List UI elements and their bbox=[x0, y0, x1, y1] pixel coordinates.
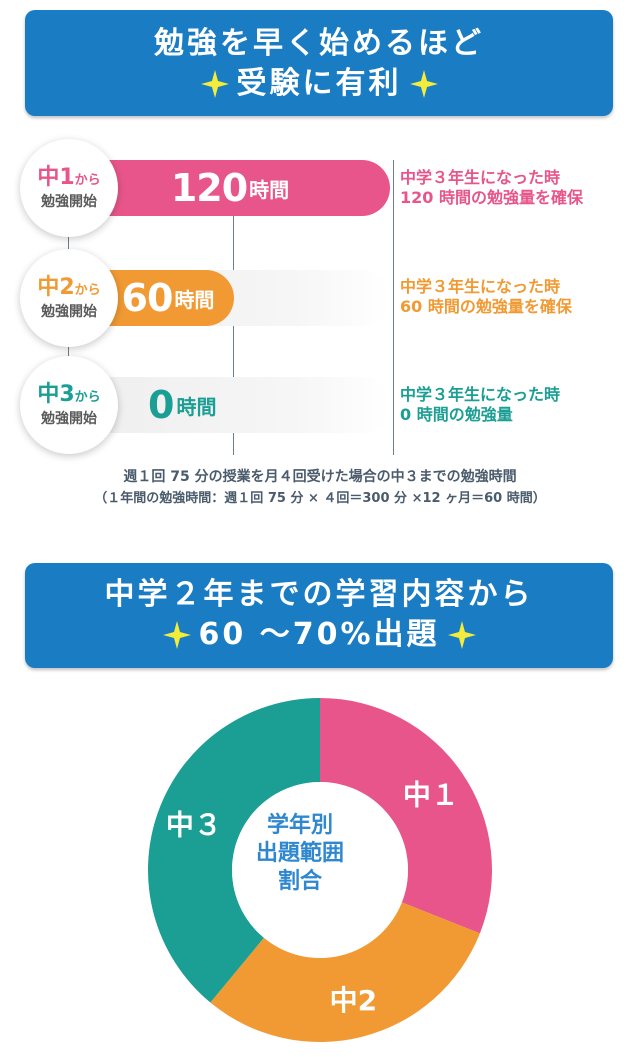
headline-banner: 勉強を早く始めるほど 受験に有利 bbox=[25, 10, 613, 116]
grade-start: 勉強開始 bbox=[41, 193, 97, 210]
bar-row2: 60 時間 bbox=[70, 270, 234, 326]
grade-start: 勉強開始 bbox=[41, 303, 97, 320]
sparkle-icon bbox=[162, 621, 191, 649]
grade-suffix: から bbox=[74, 389, 101, 405]
donut-slice-label: 中2 bbox=[330, 984, 377, 1017]
grade-circle-1: 中1から 勉強開始 bbox=[20, 139, 118, 237]
donut-hole bbox=[232, 782, 408, 958]
grade-circle-2: 中2から 勉強開始 bbox=[20, 249, 118, 347]
bar-track bbox=[70, 377, 390, 433]
donut-chart: 中１ 中2 中３ bbox=[148, 698, 493, 1042]
bar-unit: 時間 bbox=[176, 394, 217, 419]
headline-line2: 受験に有利 bbox=[236, 66, 402, 101]
grade-suffix: から bbox=[74, 172, 101, 188]
chart-formula: （１年間の勉強時間：週１回 75 分 × ４回＝300 分 ×12 ヶ月＝60 … bbox=[94, 491, 546, 506]
donut-slice-2 bbox=[210, 902, 480, 1042]
grade-label: 中3 bbox=[37, 381, 75, 407]
bar-unit: 時間 bbox=[249, 177, 290, 202]
bar-row3: 0 時間 bbox=[148, 377, 216, 433]
bar-value: 0 bbox=[148, 383, 175, 427]
bar-unit: 時間 bbox=[174, 287, 215, 312]
sparkle-icon bbox=[409, 70, 438, 98]
chart-caption: 週１回 75 分の授業を月４回受けた場合の中３までの勉強時間 bbox=[123, 469, 517, 485]
headline-banner-2: 中学２年までの学習内容から 60 〜70%出題 bbox=[25, 563, 613, 668]
grade-label: 中2 bbox=[37, 274, 75, 300]
bar-note-2: 中学３年生になった時 60 時間の勉強量を確保 bbox=[400, 277, 572, 316]
bar-value: 60 bbox=[121, 276, 174, 320]
sparkle-icon bbox=[447, 621, 476, 649]
headline2-line1: 中学２年までの学習内容から bbox=[104, 577, 534, 612]
donut-center-label: 学年別 出題範囲 割合 bbox=[255, 813, 344, 894]
headline-line1: 勉強を早く始めるほど bbox=[154, 26, 484, 61]
grade-circle-3: 中3から 勉強開始 bbox=[20, 356, 118, 454]
gridline-120 bbox=[393, 160, 394, 455]
donut-slice-3 bbox=[148, 698, 320, 1003]
gridline-60 bbox=[233, 200, 234, 455]
bar-value: 120 bbox=[170, 166, 248, 210]
donut-slice-label: 中３ bbox=[166, 809, 222, 842]
grade-start: 勉強開始 bbox=[41, 410, 97, 427]
donut-slice-label: 中１ bbox=[403, 779, 459, 812]
grade-suffix: から bbox=[74, 282, 101, 298]
grade-label: 中1 bbox=[37, 164, 75, 190]
headline2-line2: 60 〜70%出題 bbox=[198, 617, 440, 652]
bar-note-3: 中学３年生になった時 0 時間の勉強量 bbox=[400, 385, 561, 424]
bar-note-1: 中学３年生になった時 120 時間の勉強量を確保 bbox=[400, 168, 583, 207]
bar-row1: 120 時間 bbox=[70, 160, 390, 216]
sparkle-icon bbox=[200, 70, 229, 98]
donut-slice-1 bbox=[320, 698, 493, 934]
